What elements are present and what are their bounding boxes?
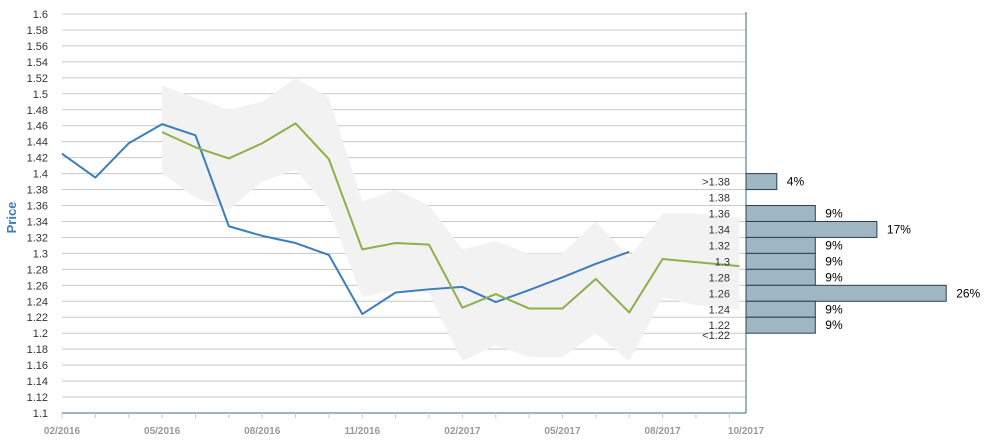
histogram-percent-label: 9% (825, 302, 843, 316)
y-tick-label: 1.52 (27, 73, 48, 85)
histogram-bin-label: 1.38 (709, 193, 730, 205)
histogram-bar (745, 252, 816, 270)
forecast-price-line (161, 122, 740, 314)
x-tick-label: 11/2016 (344, 426, 380, 437)
y-tick-label: 1.58 (27, 25, 48, 37)
histogram-percent-label: 4% (787, 175, 805, 189)
histogram-percent-label: 26% (956, 286, 980, 300)
histogram-percent-label: 17% (887, 222, 911, 236)
histogram-bin-label: 1.36 (709, 209, 730, 221)
y-tick-label: 1.34 (27, 216, 48, 228)
histogram-bin-label: 1.24 (709, 304, 730, 316)
histogram-bin-label: <1.22 (702, 330, 730, 342)
y-tick-label: 1.36 (27, 201, 48, 213)
y-tick-label: 1.4 (33, 169, 48, 181)
y-tick-label: 1.12 (27, 392, 48, 404)
x-tick-label: 05/2016 (144, 426, 181, 437)
y-axis-ticks: 1.6 1.58 1.56 1.54 1.52 1.5 1.48 1.46 1.44 1.42 1.… (27, 9, 48, 420)
y-tick-label: 1.28 (27, 264, 48, 276)
y-tick-label: 1.14 (27, 376, 48, 388)
x-tick-label: 02/2016 (44, 426, 81, 437)
distribution-histogram: >1.38 4% 1.38 1.36 9% 1.34 17% 1.32 9% 1.3 9% 1.28 9… (702, 173, 981, 342)
x-tick-label: 02/2017 (444, 426, 481, 437)
x-tick-label: 08/2017 (645, 426, 682, 437)
y-tick-label: 1.1 (33, 408, 48, 420)
histogram-bar (745, 268, 816, 286)
y-tick-label: 1.18 (27, 344, 48, 356)
y-tick-label: 1.38 (27, 185, 48, 197)
x-tick-label: 05/2017 (544, 426, 581, 437)
x-axis-ticks: 02/2016 05/2016 08/2016 11/2016 02/2017 05/20… (44, 426, 765, 437)
y-tick-label: 1.5 (33, 89, 48, 101)
y-tick-label: 1.48 (27, 105, 48, 117)
histogram-percent-label: 9% (825, 254, 843, 268)
histogram-bar (745, 284, 947, 302)
histogram-bin-label: 1.28 (709, 272, 730, 284)
histogram-percent-label: 9% (825, 207, 843, 221)
y-tick-label: 1.2 (33, 328, 48, 340)
histogram-bar (745, 205, 816, 222)
y-tick-label: 1.54 (27, 57, 48, 69)
histogram-bin-label: 1.26 (709, 288, 730, 300)
histogram-bar (745, 236, 816, 254)
histogram-percent-label: 9% (825, 238, 843, 252)
confidence-band-area (162, 77, 740, 362)
y-tick-label: 1.42 (27, 153, 48, 165)
series-lines (61, 122, 740, 316)
histogram-bin-label: 1.3 (715, 256, 730, 268)
y-tick-label: 1.46 (27, 121, 48, 133)
confidence-band (162, 77, 740, 362)
histogram-bin-label: 1.34 (709, 224, 730, 236)
histogram-percent-label: 9% (825, 270, 843, 284)
histogram-bar (745, 173, 778, 191)
histogram-bin-label: 1.32 (709, 240, 730, 252)
y-tick-label: 1.24 (27, 296, 48, 308)
y-axis-title: Price (4, 202, 19, 234)
y-tick-label: 1.32 (27, 232, 48, 244)
x-tick-label: 08/2016 (244, 426, 281, 437)
histogram-bin-label: 1.22 (709, 320, 730, 332)
y-tick-label: 1.26 (27, 280, 48, 292)
x-tick-label: 10/2017 (728, 426, 765, 437)
histogram-bar (745, 300, 816, 318)
y-tick-label: 1.22 (27, 312, 48, 324)
y-tick-label: 1.6 (33, 9, 48, 21)
y-tick-label: 1.44 (27, 137, 48, 149)
actual-price-line (61, 123, 630, 316)
histogram-percent-label: 9% (825, 318, 843, 332)
histogram-bin-label: >1.38 (702, 177, 730, 189)
histogram-bar (745, 316, 816, 334)
y-tick-label: 1.3 (33, 248, 48, 260)
y-tick-label: 1.16 (27, 360, 48, 372)
histogram-bar (745, 220, 878, 238)
y-tick-label: 1.56 (27, 41, 48, 53)
